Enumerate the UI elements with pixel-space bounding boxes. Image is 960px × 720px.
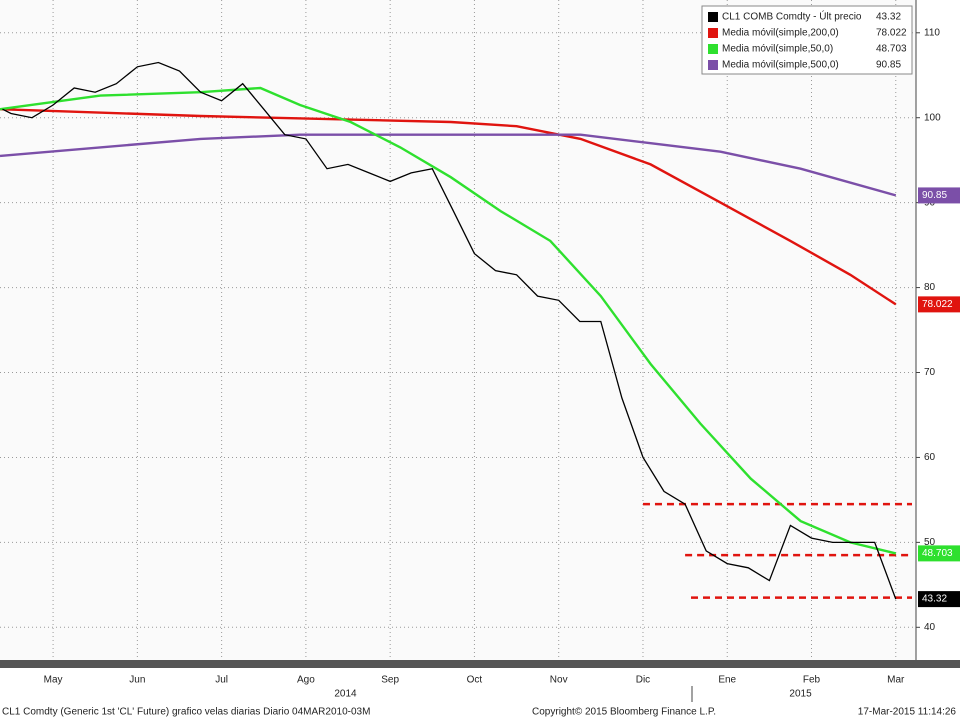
x-tick-label: Ene [718,675,736,686]
year-label: 2015 [789,689,812,700]
legend-label: Media móvil(simple,50,0) [722,44,833,55]
legend-label: Media móvil(simple,200,0) [722,28,839,39]
x-tick-label: Jul [215,675,228,686]
last-value-tag [918,591,960,608]
x-tick-label: Feb [803,675,821,686]
source-note: CL1 Comdty (Generic 1st 'CL' Future) gra… [2,707,370,718]
x-tick-label: May [44,675,63,686]
legend-value: 78.022 [876,28,907,39]
legend-swatch [708,12,718,22]
timestamp: 17-Mar-2015 11:14:26 [858,707,957,718]
last-value-tag [918,296,960,313]
legend-swatch [708,28,718,38]
grid [0,0,916,660]
last-value-text: 43.32 [922,594,947,605]
last-value-tag [918,187,960,204]
y-tick-label: 50 [924,537,936,548]
y-tick-label: 100 [924,112,941,123]
last-value-text: 48.703 [922,548,953,559]
x-tick-label: Mar [887,675,905,686]
x-tick-label: Nov [550,675,568,686]
y-tick-label: 80 [924,282,936,293]
legend-value: 90.85 [876,60,901,71]
x-axis-bar [0,660,960,668]
legend-value: 43.32 [876,12,901,23]
series-line [2,61,897,600]
x-tick-label: Jun [129,675,145,686]
y-tick-label: 110 [924,27,940,38]
legend-box [701,5,913,75]
y-tick-label: 40 [924,622,936,633]
last-value-text: 78.022 [922,299,953,310]
copyright: Copyright© 2015 Bloomberg Finance L.P. [532,707,716,718]
series-line [0,108,897,306]
series-line [0,86,897,555]
legend-label: Media móvil(simple,500,0) [722,60,839,71]
y-tick-label: 70 [924,367,936,378]
legend-value: 48.703 [876,44,907,55]
series-line [0,133,897,197]
legend: CL1 COMB Comdty - Últ precio 43.32 Media m… [701,5,913,75]
x-tick-label: Oct [467,675,483,686]
legend-swatch [708,44,718,54]
legend-swatch [708,60,718,70]
year-label: 2014 [334,689,357,700]
plot-background [0,0,916,660]
x-tick-label: Dic [636,675,650,686]
legend-label: CL1 COMB Comdty - Últ precio [722,10,862,23]
last-value-text: 90.85 [922,190,947,201]
x-tick-label: Sep [381,675,399,686]
last-value-tag [918,545,960,562]
x-tick-label: Ago [297,675,315,686]
y-tick-label: 60 [924,452,936,463]
